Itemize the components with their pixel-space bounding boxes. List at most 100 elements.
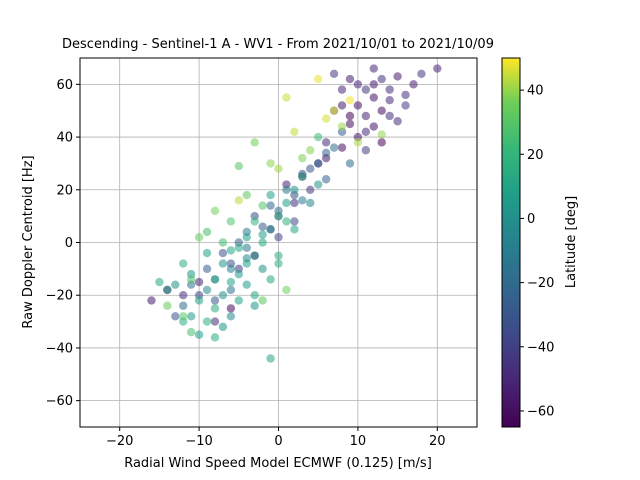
scatter-point <box>314 159 323 168</box>
scatter-point <box>258 238 267 247</box>
scatter-point <box>194 330 204 339</box>
scatter-point <box>345 119 355 129</box>
scatter-point <box>186 327 196 337</box>
scatter-point <box>298 153 307 163</box>
scatter-point <box>202 248 212 258</box>
scatter-point <box>147 296 156 305</box>
scatter-point <box>274 164 283 173</box>
scatter-point <box>329 69 339 79</box>
scatter-point <box>266 201 275 210</box>
scatter-point <box>369 93 378 102</box>
scatter-point <box>226 264 236 274</box>
scatter-point <box>210 304 220 313</box>
scatter-point <box>218 248 228 258</box>
scatter-point <box>218 259 228 268</box>
y-tick-label: −40 <box>46 341 73 356</box>
scatter-point <box>242 254 251 263</box>
scatter-point <box>194 233 204 242</box>
scatter-point <box>194 277 204 287</box>
scatter-point <box>258 222 267 231</box>
scatter-point <box>274 211 283 221</box>
scatter-point <box>337 143 347 152</box>
x-axis-ticks: −20 −10 0 10 20 <box>106 427 446 449</box>
x-tick-label: −20 <box>106 434 133 449</box>
scatter-point <box>266 190 275 200</box>
colorbar-tick-label: −60 <box>527 404 554 419</box>
scatter-point <box>409 80 418 89</box>
scatter-point <box>234 243 243 252</box>
colorbar-tick-label: 20 <box>527 148 544 163</box>
scatter-point <box>179 259 188 268</box>
scatter-point <box>234 296 243 305</box>
scatter-point <box>306 164 315 173</box>
scatter-point <box>218 238 228 247</box>
scatter-point <box>401 101 410 110</box>
scatter-point <box>353 138 363 147</box>
scatter-point <box>385 95 394 105</box>
scatter-point <box>377 138 386 147</box>
scatter-point <box>361 85 371 94</box>
y-tick-label: 0 <box>65 236 73 251</box>
x-axis-label: Radial Wind Speed Model ECMWF (0.125) [m… <box>124 456 432 471</box>
colorbar-tick-label: −20 <box>527 276 554 291</box>
scatter-point <box>179 312 188 321</box>
chart-title: Descending - Sentinel-1 A - WV1 - From 2… <box>62 37 494 52</box>
scatter-point <box>226 217 236 226</box>
y-axis-label: Raw Doppler Centroid [Hz] <box>21 155 36 328</box>
colorbar-label: Latitude [deg] <box>564 196 579 288</box>
scatter-point <box>218 322 228 332</box>
scatter-point <box>321 138 331 147</box>
scatter-point <box>250 138 259 147</box>
scatter-point <box>226 312 236 321</box>
scatter-point <box>417 69 426 79</box>
scatter-point <box>290 217 299 226</box>
scatter-point <box>194 296 204 305</box>
scatter-point <box>258 296 267 305</box>
scatter-point <box>242 233 251 242</box>
colorbar-tick-label: 0 <box>527 212 535 227</box>
scatter-point <box>337 85 347 94</box>
scatter-point <box>210 275 220 284</box>
scatter-point <box>290 198 299 208</box>
scatter-point <box>306 198 315 208</box>
scatter-point <box>163 285 172 295</box>
scatter-point <box>361 127 371 136</box>
scatter-point <box>186 312 196 321</box>
scatter-point <box>345 159 355 168</box>
scatter-point <box>234 196 243 205</box>
scatter-point <box>337 122 347 131</box>
scatter-point <box>377 74 386 84</box>
colorbar-tick-label: −40 <box>527 340 554 355</box>
x-tick-label: 10 <box>350 434 367 449</box>
scatter-point <box>385 111 394 121</box>
scatter-point <box>290 127 299 136</box>
scatter-point <box>401 90 410 100</box>
scatter-point <box>321 114 331 123</box>
scatter-point <box>202 227 212 237</box>
scatter-point <box>226 277 236 287</box>
scatter-point <box>202 317 212 326</box>
scatter-point <box>385 85 394 94</box>
scatter-point <box>210 333 220 342</box>
scatter-point <box>393 72 402 81</box>
scatter-point <box>250 251 259 260</box>
scatter-point <box>226 304 236 313</box>
scatter-point <box>314 74 323 84</box>
y-tick-label: −60 <box>46 394 73 409</box>
scatter-point <box>258 230 267 239</box>
scatter-point <box>242 280 251 289</box>
y-tick-label: −20 <box>46 289 73 304</box>
scatter-point <box>274 233 283 242</box>
scatter-point <box>337 101 347 110</box>
grid-lines <box>80 58 477 427</box>
scatter-point <box>202 285 212 295</box>
scatter-point <box>171 280 180 289</box>
scatter-point <box>258 264 267 274</box>
scatter-point <box>369 80 378 89</box>
scatter-point <box>369 122 378 131</box>
scatter-point <box>321 175 331 184</box>
scatter-point <box>250 217 259 226</box>
scatter-point <box>210 206 220 216</box>
y-tick-label: 60 <box>56 78 73 93</box>
